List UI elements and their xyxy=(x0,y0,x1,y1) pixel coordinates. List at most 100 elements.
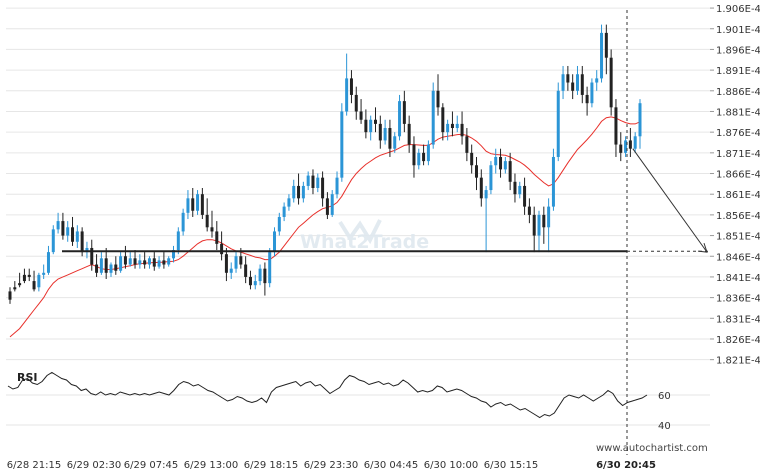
candle-body xyxy=(359,111,363,120)
x-tick-label: 6/30 04:45 xyxy=(364,460,418,471)
rsi-title: RSI xyxy=(17,371,38,384)
candle-body xyxy=(600,32,604,79)
candle-body xyxy=(369,119,373,133)
candle-body xyxy=(383,128,387,141)
x-tick-label: 6/29 07:45 xyxy=(124,460,178,471)
candle-body xyxy=(571,82,575,91)
y-tick-label: 1.876E-4 xyxy=(716,128,760,139)
candle-body xyxy=(580,74,584,95)
watermark: What2Trade xyxy=(300,219,429,253)
candle-body xyxy=(628,140,632,149)
candle-body xyxy=(32,281,36,290)
candle-body xyxy=(138,260,142,265)
candle-body xyxy=(61,221,65,236)
x-tick-label: 6/29 13:00 xyxy=(184,460,238,471)
candle-body xyxy=(200,194,204,215)
candle-body xyxy=(508,161,512,182)
candle-body xyxy=(561,74,565,91)
candle-body xyxy=(330,194,334,215)
candle-body xyxy=(244,264,248,277)
candle-body xyxy=(18,283,22,286)
candle-body xyxy=(99,258,103,273)
candle-body xyxy=(133,258,137,265)
candle-body xyxy=(523,185,527,207)
candle-body xyxy=(489,165,493,191)
candle-body xyxy=(503,161,507,170)
candle-body xyxy=(287,198,291,207)
candle-body xyxy=(537,214,541,236)
rsi-grid xyxy=(6,394,710,426)
candle-body xyxy=(8,291,12,300)
candle-body xyxy=(345,78,349,112)
candle-body xyxy=(210,227,214,232)
candle-body xyxy=(450,123,454,129)
candle-body xyxy=(75,231,79,242)
candle-body xyxy=(147,258,151,265)
candle-body xyxy=(527,206,531,215)
candle-body xyxy=(619,144,623,153)
candles xyxy=(8,24,642,304)
candle-body xyxy=(499,156,503,170)
candle-body xyxy=(321,177,325,199)
candle-body xyxy=(518,185,522,195)
candle-body xyxy=(172,250,176,259)
candle-body xyxy=(80,231,84,253)
site-credit: www.autochartist.com xyxy=(596,443,708,454)
candle-body xyxy=(316,177,320,188)
rsi-y-axis: 60 40 xyxy=(658,391,671,432)
candle-body xyxy=(547,206,551,228)
y-tick-label: 1.856E-4 xyxy=(716,211,760,222)
candle-body xyxy=(143,260,147,265)
candle-body xyxy=(441,107,445,133)
candle-body xyxy=(104,258,108,273)
candle-body xyxy=(152,258,156,267)
candle-body xyxy=(157,260,161,267)
candle-body xyxy=(431,90,435,145)
candle-body xyxy=(494,156,498,166)
candle-body xyxy=(51,229,55,253)
candle-body xyxy=(436,90,440,108)
candle-body xyxy=(297,185,301,199)
candle-body xyxy=(215,231,219,244)
candle-body xyxy=(393,136,397,149)
candle-body xyxy=(455,123,459,129)
y-tick-label: 1.881E-4 xyxy=(716,107,760,118)
candle-body xyxy=(542,214,546,228)
candle-body xyxy=(181,212,185,232)
candle-body xyxy=(479,177,483,199)
candle-body xyxy=(191,198,195,211)
projection-arrow-head xyxy=(697,242,708,253)
moving-average-path xyxy=(9,116,641,338)
candle-body xyxy=(446,123,450,133)
candle-body xyxy=(590,82,594,104)
x-tick-label: 6/29 18:15 xyxy=(244,460,298,471)
candle-body xyxy=(638,103,642,137)
candle-body xyxy=(234,256,238,269)
candle-body xyxy=(556,90,560,157)
y-tick-label: 1.886E-4 xyxy=(716,87,760,98)
candle-body xyxy=(513,181,517,195)
candle-body xyxy=(624,140,628,153)
candle-body xyxy=(66,227,70,236)
watermark-text: What2Trade xyxy=(300,231,429,253)
y-tick-label: 1.896E-4 xyxy=(716,45,760,56)
y-tick-label: 1.851E-4 xyxy=(716,232,760,243)
candle-body xyxy=(42,272,46,275)
moving-average-line xyxy=(9,116,641,338)
candle-body xyxy=(373,119,377,124)
candle-body xyxy=(220,243,224,255)
candle-body xyxy=(465,136,469,153)
candle-body xyxy=(90,247,94,265)
candle-body xyxy=(306,175,310,186)
y-tick-label: 1.861E-4 xyxy=(716,190,760,201)
candle-body xyxy=(114,264,118,271)
candle-body xyxy=(205,214,209,228)
candle-body xyxy=(71,227,75,242)
candle-body xyxy=(119,256,123,271)
candle-body xyxy=(633,136,637,149)
candle-body xyxy=(340,111,344,178)
candle-body xyxy=(109,264,113,273)
candle-body xyxy=(388,128,392,149)
candle-body xyxy=(128,258,132,265)
